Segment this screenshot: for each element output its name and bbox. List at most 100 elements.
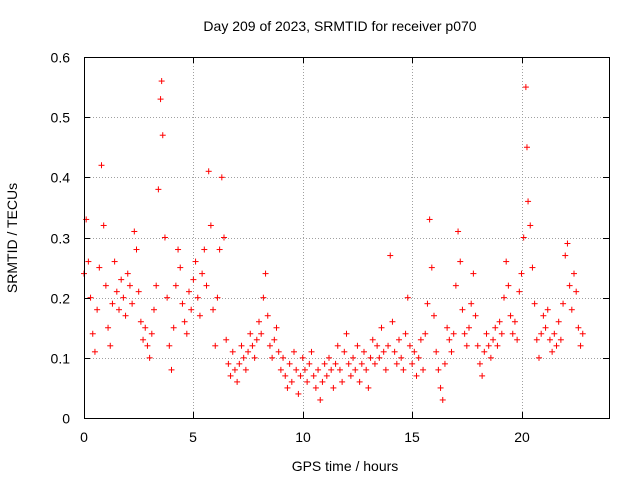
data-point — [343, 330, 350, 337]
data-point — [175, 246, 182, 253]
data-point — [345, 360, 352, 367]
data-point — [579, 330, 586, 337]
data-point — [210, 306, 217, 313]
data-point — [280, 354, 287, 361]
data-point — [271, 336, 278, 343]
y-tick-label: 0.1 — [51, 351, 71, 367]
data-point — [336, 366, 343, 373]
data-point — [577, 342, 584, 349]
data-point — [321, 360, 328, 367]
data-point — [553, 342, 560, 349]
data-point — [571, 270, 577, 277]
data-point — [282, 372, 289, 379]
data-point — [406, 342, 413, 349]
data-point — [116, 306, 122, 313]
data-point — [562, 252, 569, 259]
data-point — [249, 342, 256, 349]
data-point — [332, 360, 339, 367]
data-point — [529, 264, 536, 271]
data-point — [374, 342, 381, 349]
data-point — [409, 360, 416, 367]
data-point — [352, 366, 359, 373]
data-point — [183, 330, 190, 337]
data-point — [389, 318, 396, 325]
data-point — [291, 348, 297, 355]
data-point — [393, 360, 400, 367]
data-point — [140, 336, 147, 343]
data-point — [129, 300, 136, 307]
data-point — [511, 318, 518, 325]
data-point — [404, 294, 411, 301]
data-point — [420, 366, 427, 373]
data-point — [315, 366, 322, 373]
data-point — [549, 348, 556, 355]
y-tick-label: 0.3 — [51, 231, 71, 247]
y-tick-label: 0.5 — [51, 110, 71, 126]
data-point — [94, 306, 101, 313]
y-tick-label: 0.2 — [51, 291, 71, 307]
data-point — [437, 384, 444, 391]
data-point — [102, 282, 109, 289]
data-point — [172, 282, 179, 289]
data-point — [363, 366, 370, 373]
data-point — [472, 312, 479, 319]
data-point — [212, 342, 219, 349]
data-point — [435, 366, 442, 373]
data-point — [339, 378, 346, 385]
data-point — [295, 390, 302, 397]
data-point — [89, 330, 96, 337]
data-point — [203, 282, 210, 289]
data-point — [251, 354, 258, 361]
data-point — [347, 372, 354, 379]
data-point — [387, 252, 394, 259]
data-point — [417, 336, 424, 343]
data-point — [188, 306, 195, 313]
data-point — [231, 366, 238, 373]
data-point — [236, 360, 243, 367]
data-point — [505, 282, 512, 289]
data-point — [376, 354, 383, 361]
data-point — [551, 330, 558, 337]
data-point — [382, 366, 389, 373]
data-point — [481, 348, 488, 355]
data-point — [555, 318, 562, 325]
data-point — [196, 312, 203, 319]
data-point — [113, 288, 120, 295]
data-points — [81, 78, 586, 403]
data-point — [509, 330, 516, 337]
data-point — [371, 360, 378, 367]
data-point — [428, 264, 435, 271]
data-point — [153, 282, 160, 289]
data-point — [177, 264, 184, 271]
data-point — [350, 354, 357, 361]
data-point — [398, 354, 405, 361]
data-point — [328, 366, 335, 373]
data-point — [490, 336, 497, 343]
data-point — [422, 330, 429, 337]
data-point — [297, 372, 304, 379]
data-point — [299, 354, 306, 361]
data-point — [540, 312, 547, 319]
data-point — [361, 348, 367, 355]
data-point — [148, 330, 155, 337]
data-point — [385, 342, 392, 349]
data-point — [520, 234, 527, 241]
data-point — [223, 336, 230, 343]
data-point — [544, 306, 551, 313]
data-point — [424, 300, 431, 307]
data-point — [446, 336, 453, 343]
data-point — [158, 78, 165, 85]
data-point — [476, 360, 483, 367]
data-point — [308, 348, 315, 355]
data-point — [334, 342, 341, 349]
data-point — [216, 246, 223, 253]
data-point — [284, 384, 291, 391]
data-point — [431, 312, 437, 319]
data-point — [151, 306, 157, 313]
data-point — [560, 300, 567, 307]
data-point — [413, 372, 420, 379]
data-point — [498, 330, 505, 337]
data-point — [378, 324, 385, 331]
data-point — [516, 288, 523, 295]
data-point — [461, 330, 468, 337]
